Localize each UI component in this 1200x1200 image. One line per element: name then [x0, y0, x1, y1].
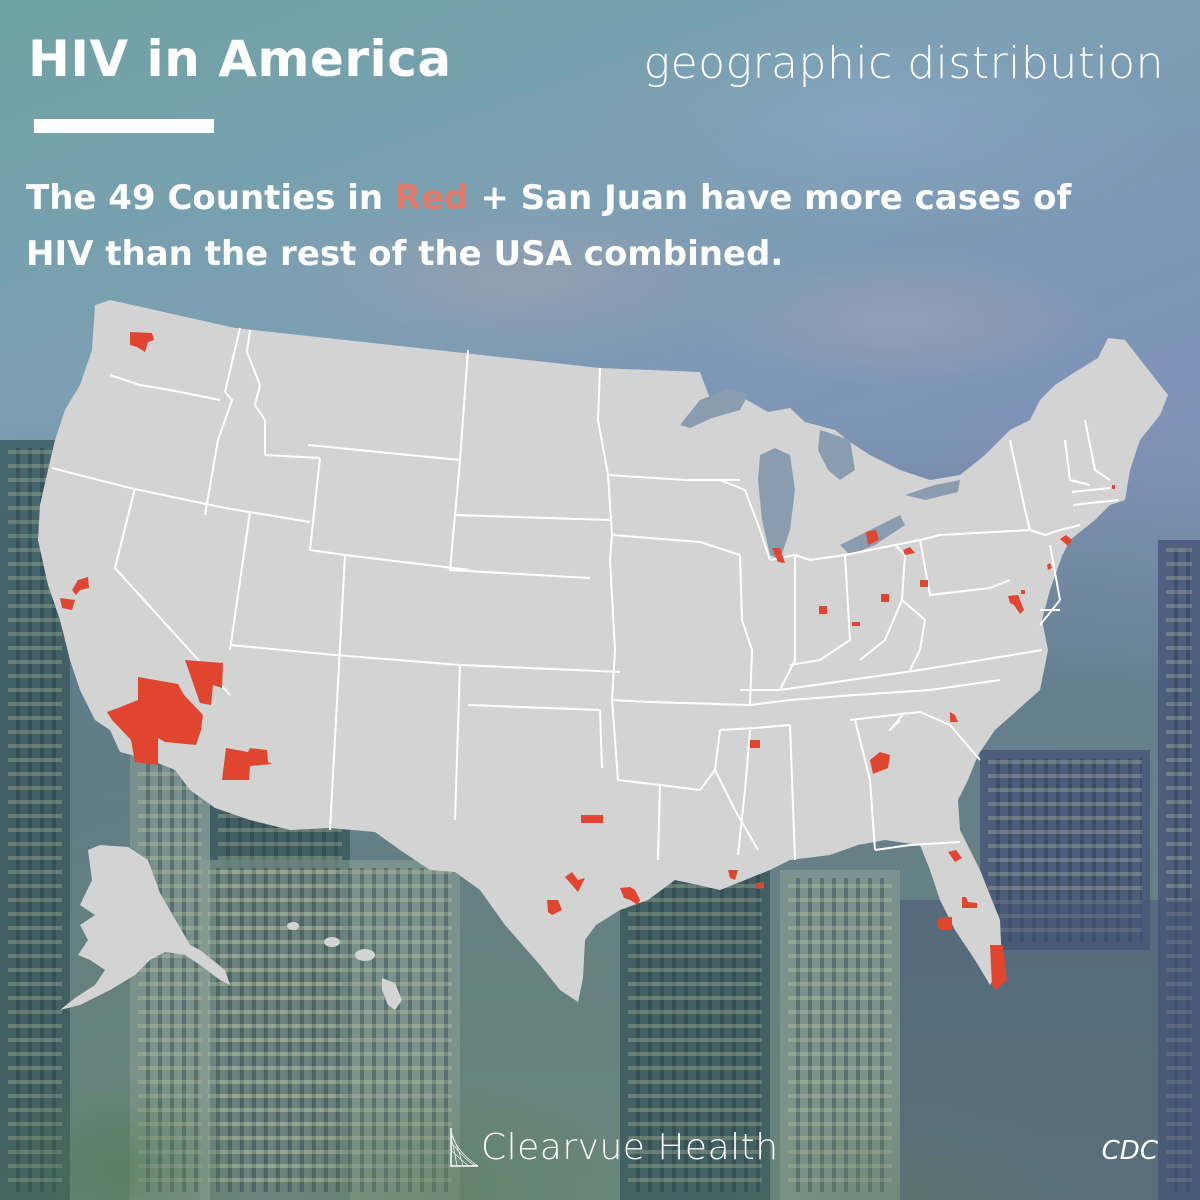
county-franklin-oh: [881, 594, 889, 602]
county-nyc-ny: [1060, 535, 1072, 546]
brand-name: Clearvue Health: [481, 1127, 779, 1168]
county-hamilton-oh: [852, 622, 860, 626]
logo-mark-icon: [450, 1128, 479, 1167]
county-orange-fl: [962, 897, 977, 908]
lake-michigan: [758, 448, 795, 560]
county-shelby-tn: [750, 740, 760, 748]
county-philadelphia-pa: [1047, 563, 1052, 570]
headline-highlight: Red: [394, 178, 469, 218]
county-duval-fl: [948, 850, 962, 862]
county-cook-il: [772, 548, 785, 563]
contiguous-us-landmass: [38, 300, 1168, 1002]
state-borders: [51, 327, 1119, 861]
hawaii-inset: [287, 922, 402, 1010]
page-subtitle: geographic distribution: [643, 38, 1164, 89]
county-dallas-tx: [581, 815, 603, 823]
county-ebr-la: [728, 870, 738, 880]
county-travis-tx: [565, 872, 585, 892]
county-clark-nv: [185, 660, 223, 705]
county-orleans-la: [756, 882, 764, 889]
county-miami-dade-broward-fl: [990, 945, 1007, 990]
county-bay-area-ca: [60, 598, 75, 610]
headline-text: The 49 Counties in Red + San Juan have m…: [26, 170, 1146, 282]
county-summit-oh: [920, 580, 928, 587]
headline-part1: The 49 Counties in: [26, 178, 395, 218]
county-suffolk-ma: [1112, 485, 1115, 489]
alaska-inset: [60, 845, 230, 1010]
county-hillsborough-fl: [937, 917, 952, 930]
page-title: HIV in America: [28, 30, 452, 88]
county-fulton-ga: [870, 752, 890, 774]
source-credit: CDC: [1101, 1136, 1158, 1166]
county-wayne-mi: [866, 530, 879, 545]
county-cuyahoga-oh: [903, 547, 915, 555]
county-baltimore-md: [1021, 590, 1025, 594]
county-marion-in: [819, 606, 827, 614]
highlighted-counties: [60, 332, 1115, 990]
county-king-wa: [130, 332, 154, 352]
county-sf-bay-ca: [72, 577, 89, 595]
lake-huron: [818, 430, 855, 480]
lake-ontario: [905, 480, 960, 500]
county-harris-tx: [620, 887, 640, 905]
headline-part2: + San Juan have more cases of HIV than t…: [26, 178, 1072, 274]
title-underline: [34, 119, 214, 133]
county-mecklenburg-nc: [950, 712, 958, 722]
county-la-sb-riverside-ca: [107, 677, 203, 765]
brand-logo: Clearvue Health: [449, 1124, 779, 1168]
lake-superior: [680, 388, 748, 428]
county-dc-md: [1008, 595, 1024, 614]
county-maricopa-az: [222, 748, 272, 780]
county-bexar-tx: [547, 900, 562, 915]
